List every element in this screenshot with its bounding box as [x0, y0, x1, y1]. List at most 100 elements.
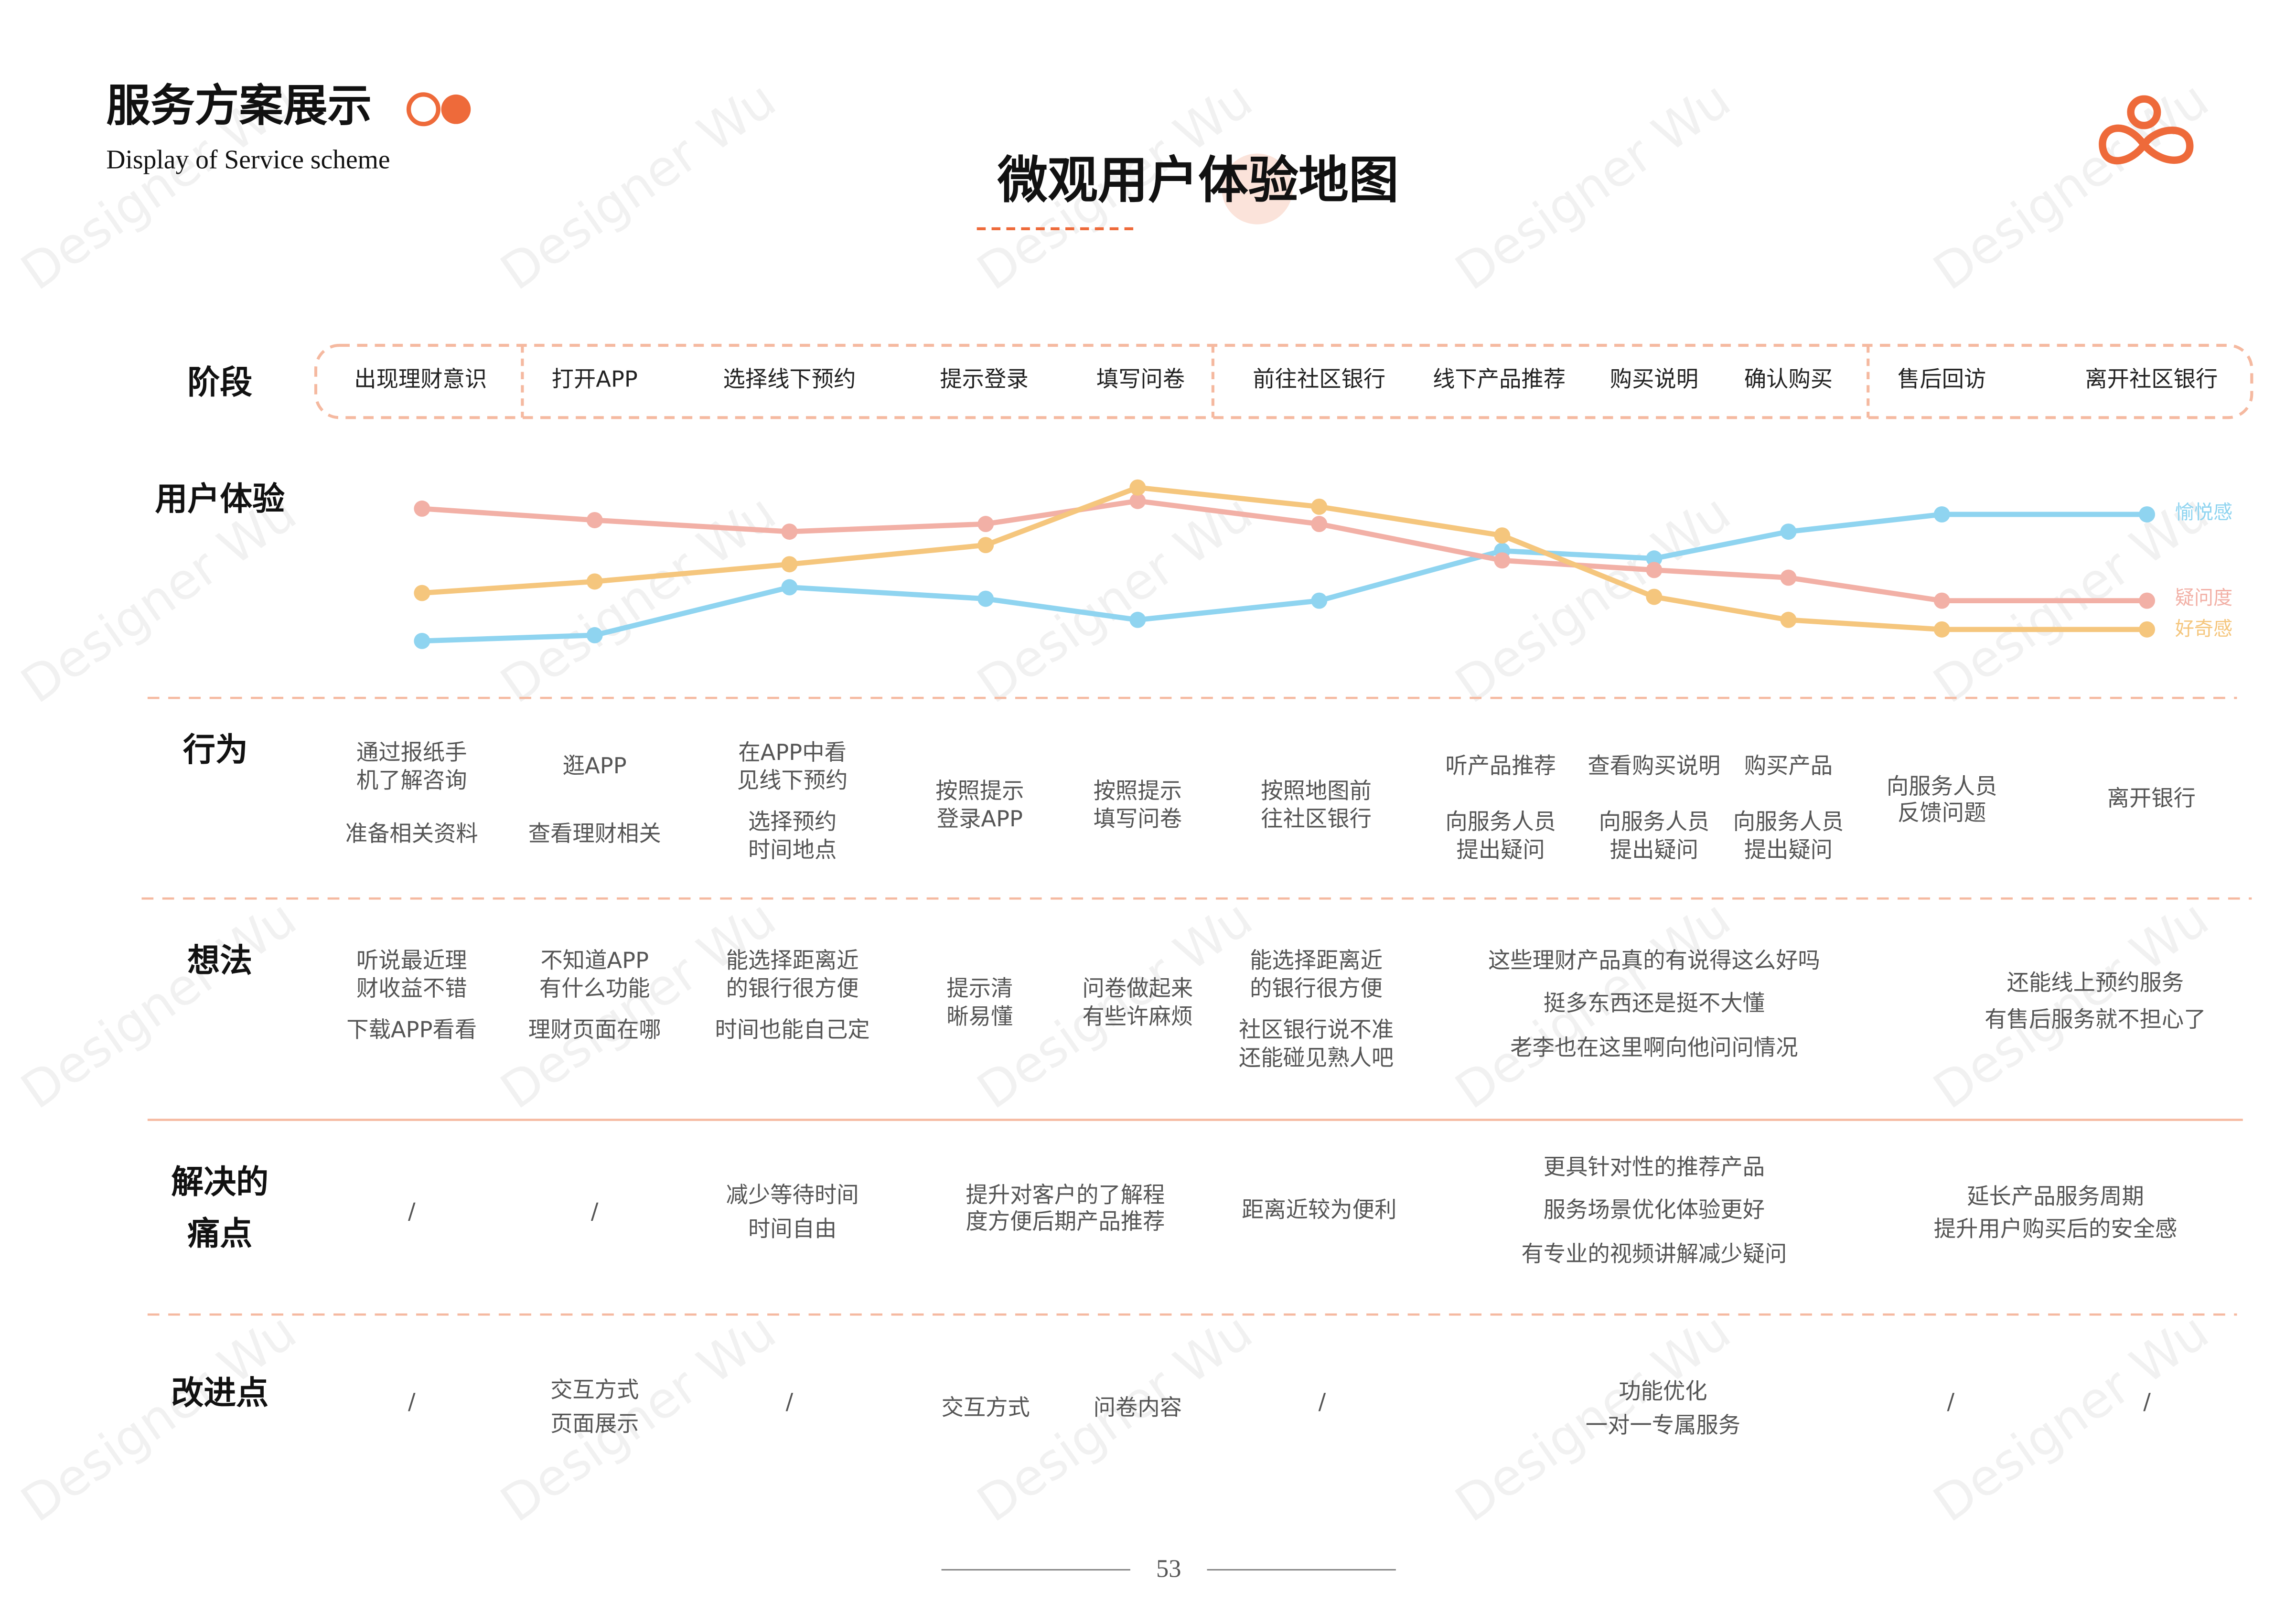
- stage-label: 售后回访: [1898, 366, 1986, 392]
- decor-circle: [441, 94, 471, 124]
- cell-text: 反馈问题: [1898, 800, 1986, 826]
- experience-point: [1933, 506, 1950, 523]
- stage-label: 提示登录: [940, 366, 1028, 392]
- experience-point: [1646, 550, 1663, 567]
- cell-text: 离开银行: [2107, 785, 2196, 811]
- row-label: 痛点: [187, 1215, 252, 1253]
- cell-text: 晰易懂: [946, 1004, 1013, 1029]
- cell-text: 提升对客户的了解程: [966, 1182, 1165, 1208]
- experience-point: [977, 590, 994, 607]
- cell-text: 能选择距离近: [726, 948, 859, 973]
- experience-point: [586, 512, 603, 528]
- cell-text: 问卷内容: [1094, 1394, 1182, 1420]
- header-subtitle: Display of Service scheme: [106, 145, 390, 175]
- experience-point: [586, 573, 603, 590]
- row-label: 改进点: [171, 1374, 268, 1412]
- cell-text: 按照提示: [1094, 778, 1182, 803]
- row-label: 想法: [187, 942, 252, 980]
- cell-text: 在APP中看: [738, 739, 847, 765]
- cell-text: 按照地图前: [1261, 778, 1372, 803]
- stage-label: 离开社区银行: [2085, 366, 2218, 392]
- cell-text: 查看购买说明: [1588, 753, 1720, 779]
- cell-text: 提示清: [946, 975, 1013, 1001]
- cell-text: 向服务人员: [1733, 809, 1844, 834]
- experience-point: [1646, 588, 1663, 605]
- cell-text: 听产品推荐: [1445, 753, 1556, 779]
- stage-label: 出现理财意识: [354, 366, 487, 392]
- experience-point: [1780, 611, 1797, 628]
- cell-text: 交互方式: [550, 1377, 639, 1402]
- cell-text: 挺多东西还是挺不大懂: [1544, 990, 1765, 1016]
- cell-text: /: [408, 1388, 416, 1414]
- cell-text: 页面展示: [550, 1410, 639, 1436]
- cell-text: 填写问卷: [1094, 806, 1182, 832]
- experience-point: [781, 556, 798, 573]
- experience-point: [1933, 592, 1950, 609]
- cell-text: 延长产品服务周期: [1967, 1184, 2144, 1209]
- cell-text: 选择预约: [748, 809, 837, 834]
- cell-text: /: [1947, 1388, 1954, 1414]
- cell-text: 购买产品: [1744, 753, 1833, 779]
- series-label: 疑问度: [2175, 587, 2232, 609]
- cell-text: 的银行很方便: [1250, 975, 1383, 1001]
- cell-text: 减少等待时间: [726, 1182, 859, 1208]
- experience-point: [781, 523, 798, 540]
- cell-text: 向服务人员: [1887, 773, 1997, 799]
- cell-text: 提出疑问: [1744, 837, 1833, 863]
- cell-text: 提升用户购买后的安全感: [1934, 1216, 2178, 1242]
- cell-text: 不知道APP: [540, 948, 649, 973]
- experience-point: [586, 627, 603, 643]
- cell-text: /: [1319, 1388, 1326, 1414]
- cell-text: 按照提示: [935, 778, 1024, 803]
- cell-text: 的银行很方便: [726, 975, 859, 1001]
- cell-text: /: [591, 1198, 599, 1224]
- experience-point: [1646, 562, 1663, 578]
- cell-text: 一对一专属服务: [1586, 1412, 1740, 1438]
- experience-point: [781, 579, 798, 596]
- cell-text: 有售后服务就不担心了: [1985, 1006, 2206, 1032]
- stage-label: 选择线下预约: [723, 366, 856, 392]
- row-label: 行为: [183, 731, 248, 769]
- logo: [2099, 95, 2194, 165]
- cell-text: 理财页面在哪: [528, 1017, 661, 1043]
- cell-text: 问卷做起来: [1083, 975, 1193, 1001]
- experience-point: [1311, 592, 1328, 609]
- row-label: 解决的: [171, 1163, 268, 1201]
- cell-text: 度方便后期产品推荐: [966, 1208, 1165, 1234]
- title: 微观用户体验地图: [997, 150, 1399, 209]
- stage-label: 购买说明: [1610, 366, 1698, 392]
- experience-point: [1129, 479, 1146, 496]
- experience-point: [1129, 611, 1146, 628]
- experience-point: [414, 585, 430, 601]
- cell-text: 通过报纸手: [356, 739, 467, 765]
- cell-text: 社区银行说不准: [1239, 1017, 1394, 1043]
- cell-text: 有什么功能: [539, 975, 650, 1001]
- cell-text: 功能优化: [1619, 1378, 1707, 1404]
- header-title: 服务方案展示: [106, 79, 372, 131]
- cell-text: 时间自由: [748, 1216, 837, 1242]
- row-label: 阶段: [187, 363, 252, 402]
- page-number: 53: [1156, 1555, 1181, 1583]
- stage-label: 打开APP: [552, 366, 638, 392]
- series-label: 愉悦感: [2175, 502, 2232, 523]
- cell-text: 有专业的视频讲解减少疑问: [1521, 1241, 1787, 1267]
- cell-text: 交互方式: [942, 1394, 1030, 1420]
- experience-point: [1494, 527, 1511, 544]
- experience-point: [977, 516, 994, 533]
- row-label: 用户体验: [155, 480, 285, 518]
- cell-text: /: [786, 1388, 794, 1414]
- cell-text: 提出疑问: [1457, 837, 1545, 863]
- cell-text: 提出疑问: [1610, 837, 1698, 863]
- cell-text: 更具针对性的推荐产品: [1544, 1154, 1765, 1180]
- experience-point: [1780, 569, 1797, 586]
- cell-text: 查看理财相关: [528, 821, 661, 846]
- cell-text: 这些理财产品真的有说得这么好吗: [1488, 948, 1820, 973]
- cell-text: 下载APP看看: [346, 1017, 477, 1043]
- title-decor: [1222, 153, 1293, 224]
- stage-label: 确认购买: [1744, 366, 1833, 392]
- cell-text: 向服务人员: [1445, 809, 1556, 834]
- cell-text: 时间地点: [748, 837, 837, 863]
- cell-text: /: [2143, 1388, 2151, 1414]
